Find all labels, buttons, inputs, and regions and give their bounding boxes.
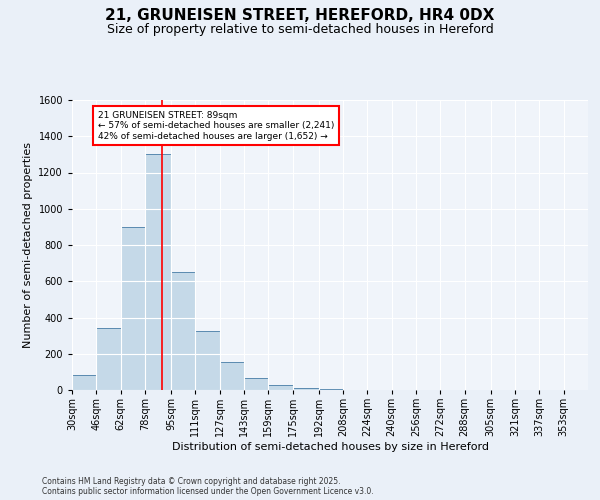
Text: Size of property relative to semi-detached houses in Hereford: Size of property relative to semi-detach…: [107, 22, 493, 36]
Bar: [121, 227, 145, 390]
Bar: [97, 328, 121, 390]
Y-axis label: Number of semi-detached properties: Number of semi-detached properties: [23, 142, 33, 348]
Text: 21, GRUNEISEN STREET, HEREFORD, HR4 0DX: 21, GRUNEISEN STREET, HEREFORD, HR4 0DX: [106, 8, 494, 22]
Text: Distribution of semi-detached houses by size in Hereford: Distribution of semi-detached houses by …: [172, 442, 488, 452]
Text: 21 GRUNEISEN STREET: 89sqm
← 57% of semi-detached houses are smaller (2,241)
42%: 21 GRUNEISEN STREET: 89sqm ← 57% of semi…: [98, 111, 334, 140]
Bar: [220, 362, 244, 390]
Bar: [195, 331, 220, 390]
Bar: [268, 384, 293, 390]
Text: Contains public sector information licensed under the Open Government Licence v3: Contains public sector information licen…: [42, 488, 374, 496]
Bar: [171, 272, 195, 390]
Bar: [244, 378, 268, 390]
Bar: [293, 388, 319, 390]
Bar: [145, 154, 171, 390]
Text: Contains HM Land Registry data © Crown copyright and database right 2025.: Contains HM Land Registry data © Crown c…: [42, 478, 341, 486]
Bar: [72, 374, 97, 390]
Bar: [319, 389, 343, 390]
